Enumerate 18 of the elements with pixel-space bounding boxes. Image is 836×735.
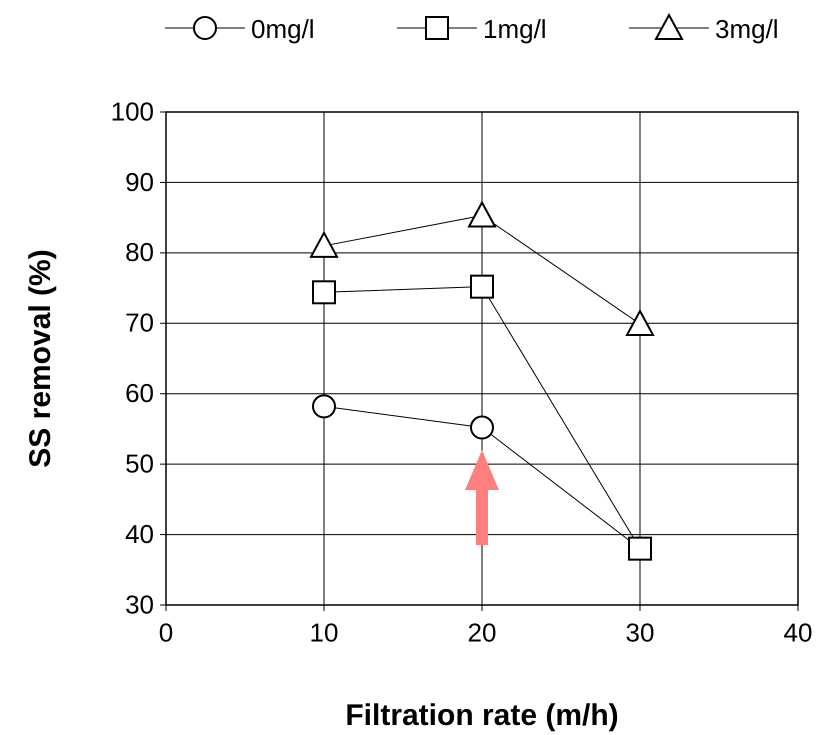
legend-label: 0mg/l bbox=[251, 14, 315, 44]
y-tick-label: 80 bbox=[125, 237, 154, 268]
x-tick-label: 0 bbox=[158, 617, 174, 648]
legend-label: 3mg/l bbox=[715, 14, 779, 44]
x-axis-title: Filtration rate (m/h) bbox=[345, 699, 619, 732]
y-tick-label: 90 bbox=[125, 166, 154, 197]
x-tick-label: 40 bbox=[784, 617, 812, 648]
y-tick-label: 40 bbox=[125, 518, 154, 549]
y-tick-label: 60 bbox=[125, 378, 154, 408]
y-tick-label: 30 bbox=[125, 589, 154, 620]
x-tick-label: 20 bbox=[468, 617, 496, 648]
legend-label: 1mg/l bbox=[483, 14, 547, 44]
y-axis-title: SS removal (%) bbox=[24, 249, 57, 468]
y-tick-label: 100 bbox=[110, 96, 154, 126]
x-tick-label: 10 bbox=[310, 617, 338, 648]
y-tick-label: 70 bbox=[125, 308, 154, 338]
y-tick-label: 50 bbox=[125, 448, 154, 478]
x-tick-label: 30 bbox=[626, 617, 654, 648]
